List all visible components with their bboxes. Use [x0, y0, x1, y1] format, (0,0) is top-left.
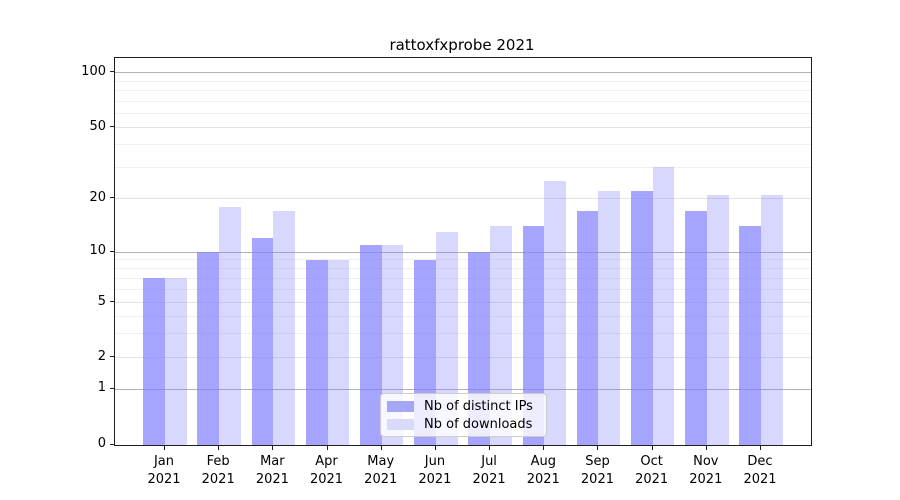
gridline: [115, 251, 811, 253]
x-tick-mark: [705, 446, 707, 450]
y-tick-label: 10: [89, 243, 106, 258]
bar-ips-feb: [197, 252, 220, 445]
legend-label-downloads: Nb of downloads: [424, 416, 533, 432]
y-tick-mark: [110, 356, 114, 358]
x-tick-mark: [218, 446, 220, 450]
y-tick-mark: [110, 250, 114, 252]
plot-area: [114, 57, 812, 446]
bar-ips-mar: [251, 238, 274, 445]
x-tick-label-feb: Feb 2021: [201, 454, 235, 487]
legend-entry-downloads: Nb of downloads: [387, 417, 538, 432]
gridline: [115, 127, 811, 129]
x-tick-label-may: May 2021: [364, 454, 398, 487]
bar-ips-may: [360, 244, 382, 445]
legend: Nb of distinct IPs Nb of downloads: [380, 393, 547, 437]
x-tick-mark: [597, 446, 599, 450]
y-tick-label: 50: [89, 118, 106, 134]
y-tick-label: 1: [97, 380, 106, 396]
bar-downloads-oct: [652, 167, 675, 445]
x-tick-mark: [380, 446, 382, 450]
x-tick-label-nov: Nov 2021: [689, 454, 723, 487]
y-tick-mark: [110, 71, 114, 73]
bar-downloads-jul: [490, 226, 512, 445]
x-tick-label-dec: Dec 2021: [743, 454, 777, 487]
y-tick-mark: [110, 443, 114, 445]
legend-swatch-distinct-ips: [387, 400, 414, 412]
gridline: [115, 112, 811, 114]
y-tick-label: 20: [89, 189, 106, 205]
x-tick-label-mar: Mar 2021: [255, 454, 289, 487]
bar-downloads-aug: [544, 181, 566, 445]
x-tick-mark: [489, 446, 491, 450]
y-tick-mark: [110, 197, 114, 199]
bar-downloads-nov: [706, 194, 729, 445]
x-tick-mark: [651, 446, 653, 450]
y-tick-mark: [110, 301, 114, 303]
x-tick-mark: [434, 446, 436, 450]
legend-label-distinct-ips: Nb of distinct IPs: [424, 398, 533, 414]
bar-downloads-jun: [435, 231, 458, 445]
bar-downloads-sep: [598, 191, 621, 445]
x-tick-mark: [760, 446, 761, 450]
bar-ips-aug: [522, 226, 545, 445]
x-tick-label-sep: Sep 2021: [580, 454, 614, 487]
bar-ips-oct: [630, 191, 653, 445]
gridline: [115, 166, 811, 168]
legend-entry-distinct-ips: Nb of distinct IPs: [387, 399, 538, 414]
bar-ips-nov: [685, 211, 707, 445]
gridline: [115, 302, 811, 304]
gridline: [115, 315, 811, 317]
bar-ips-jan: [143, 278, 165, 445]
x-tick-mark: [164, 446, 165, 450]
x-tick-label-jul: Jul 2021: [472, 454, 506, 487]
x-tick-label-aug: Aug 2021: [526, 454, 560, 487]
x-tick-label-oct: Oct 2021: [635, 454, 669, 487]
x-tick-mark: [272, 446, 274, 450]
x-tick-label-jan: Jan 2021: [147, 454, 181, 487]
gridline: [115, 332, 811, 334]
gridline: [115, 89, 811, 91]
gridline: [115, 144, 811, 146]
gridline: [115, 259, 811, 261]
bar-ips-sep: [576, 211, 599, 445]
y-tick-label: 5: [97, 293, 106, 309]
y-tick-mark: [110, 387, 114, 389]
gridline: [115, 267, 811, 269]
y-tick-mark: [110, 126, 114, 128]
y-tick-label: 0: [97, 436, 106, 451]
bar-ips-apr: [305, 259, 328, 445]
x-tick-mark: [326, 446, 328, 450]
gridline: [115, 72, 811, 74]
legend-swatch-downloads: [387, 418, 414, 430]
gridline: [115, 388, 811, 390]
x-tick-label-jun: Jun 2021: [418, 454, 452, 487]
bar-downloads-jan: [165, 278, 187, 445]
x-tick-label-apr: Apr 2021: [309, 454, 344, 487]
gridline: [115, 288, 811, 290]
bar-downloads-dec: [761, 194, 783, 445]
gridline: [115, 198, 811, 200]
y-tick-label: 2: [97, 348, 106, 364]
gridline: [115, 100, 811, 102]
gridline: [115, 80, 811, 82]
gridline: [115, 357, 811, 359]
bar-ips-dec: [739, 226, 761, 445]
bar-downloads-apr: [327, 259, 350, 445]
x-tick-mark: [543, 446, 545, 450]
bar-downloads-mar: [273, 211, 296, 445]
y-tick-label: 100: [81, 63, 106, 79]
bar-downloads-feb: [219, 206, 241, 445]
gridline: [115, 277, 811, 279]
chart-title: rattoxfxprobe 2021: [389, 36, 535, 54]
